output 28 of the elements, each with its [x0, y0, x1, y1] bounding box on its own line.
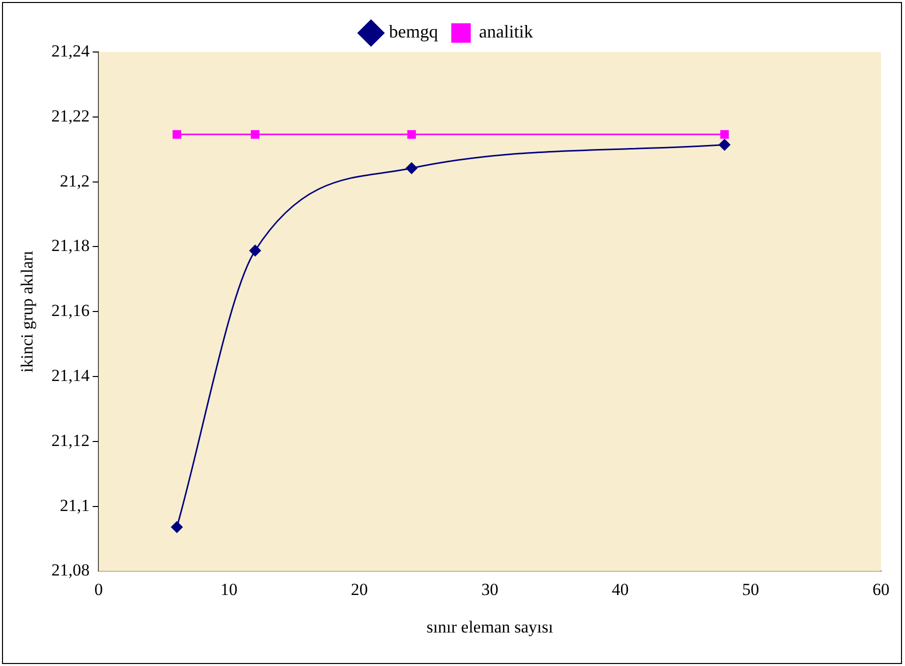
x-tick-label: 50: [742, 580, 760, 599]
point: [249, 244, 261, 256]
point: [171, 521, 183, 533]
x-axis-title: sınır eleman sayısı: [426, 617, 554, 636]
y-tick-label: 21,24: [51, 41, 90, 60]
y-tick-label: 21,1: [60, 496, 90, 515]
point: [720, 130, 729, 139]
point: [718, 139, 730, 151]
point: [406, 162, 418, 174]
y-tick-label: 21,14: [51, 366, 90, 385]
point: [250, 130, 260, 139]
point: [172, 130, 182, 139]
y-tick-label: 21,2: [60, 171, 90, 190]
x-tick-label: 40: [612, 580, 629, 599]
point: [407, 130, 416, 139]
legend-label: analitik: [479, 22, 533, 42]
y-tick-label: 21,18: [51, 236, 90, 256]
x-tick-label: 10: [220, 580, 238, 599]
legend-label: bemgq: [389, 22, 438, 42]
x-tick-label: 30: [481, 580, 498, 599]
y-tick-label: 21,16: [51, 301, 90, 320]
x-tick-label: 20: [350, 580, 368, 599]
x-tick-label: 60: [872, 580, 890, 599]
y-tick-label: 21,08: [51, 560, 90, 580]
y-tick-label: 21,12: [51, 430, 90, 450]
y-axis-title: ikinci grup akıları: [18, 250, 37, 373]
x-tick-label: 0: [94, 580, 103, 599]
y-tick-label: 21,22: [51, 106, 90, 126]
